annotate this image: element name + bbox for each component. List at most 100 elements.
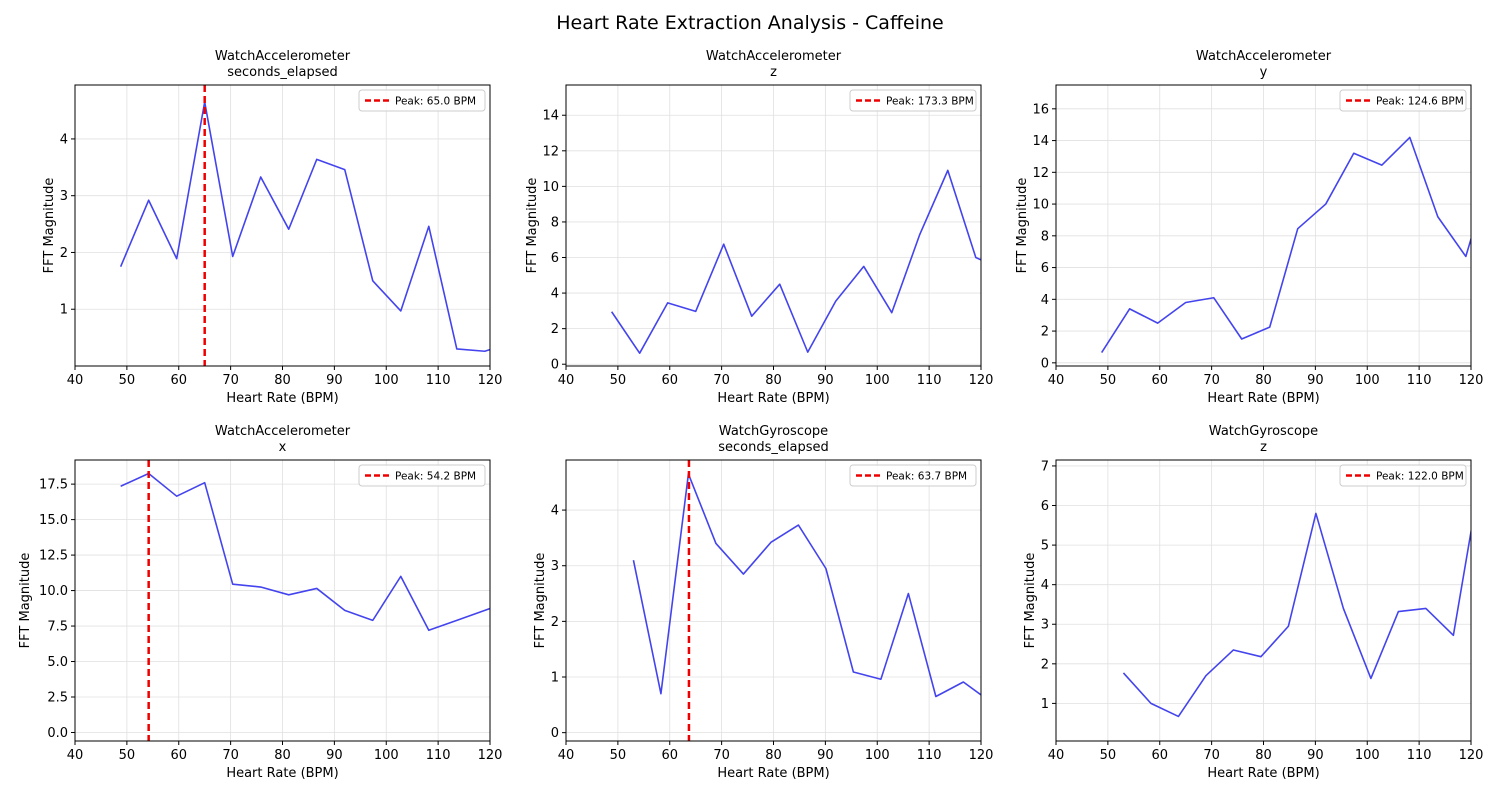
x-tick-label: 40 bbox=[1048, 748, 1065, 763]
y-tick-label: 7.5 bbox=[47, 620, 68, 635]
legend-label: Peak: 65.0 BPM bbox=[395, 96, 476, 108]
x-tick-label: 80 bbox=[765, 373, 782, 388]
series-line bbox=[632, 473, 981, 698]
x-tick-label: 50 bbox=[1100, 373, 1117, 388]
legend: Peak: 65.0 BPM bbox=[358, 89, 486, 112]
x-tick-label: 80 bbox=[274, 748, 291, 763]
subplot-4: 40 50 60 70 80 90 100 110 120 0.0 2.5 5.0 7.5 10.0 12.… bbox=[18, 424, 502, 781]
subplot-title-axis: z bbox=[1260, 440, 1267, 455]
y-tick-label: 10 bbox=[1032, 198, 1049, 213]
x-tick-label: 90 bbox=[1307, 373, 1324, 388]
x-axis-label: Heart Rate (BPM) bbox=[717, 766, 829, 781]
subplot-title-axis: seconds_elapsed bbox=[227, 65, 338, 80]
x-tick-label: 70 bbox=[222, 748, 239, 763]
y-tick-label: 2 bbox=[60, 246, 68, 261]
legend: Peak: 124.6 BPM bbox=[1339, 89, 1467, 112]
legend-label: Peak: 63.7 BPM bbox=[886, 471, 967, 483]
x-tick-label: 120 bbox=[969, 748, 994, 763]
subplot-1: 40 50 60 70 80 90 100 110 120 1 2 3 4 Heart Rate (BPM… bbox=[42, 49, 502, 406]
x-tick-label: 110 bbox=[917, 748, 942, 763]
x-tick-label: 120 bbox=[1459, 373, 1484, 388]
legend-label: Peak: 124.6 BPM bbox=[1376, 96, 1464, 108]
x-tick-label: 120 bbox=[969, 373, 994, 388]
x-tick-label: 110 bbox=[426, 373, 451, 388]
subplot-title-axis: x bbox=[279, 440, 287, 455]
y-tick-label: 15.0 bbox=[39, 513, 68, 528]
y-tick-label: 4 bbox=[551, 504, 559, 519]
y-axis-label: FFT Magnitude bbox=[1023, 553, 1038, 649]
subplot-title-sensor: WatchAccelerometer bbox=[215, 49, 351, 64]
subplot-2: 40 50 60 70 80 90 100 110 120 0 2 4 6 8 10 12 14 Heart Ra… bbox=[525, 49, 993, 406]
x-tick-label: 70 bbox=[222, 373, 239, 388]
y-tick-label: 1 bbox=[1041, 697, 1049, 712]
subplot-5: 40 50 60 70 80 90 100 110 120 0 1 2 3 4 Heart Rate (BP… bbox=[533, 424, 993, 781]
subplot-title-axis: seconds_elapsed bbox=[718, 440, 829, 455]
subplot-title-axis: y bbox=[1260, 65, 1268, 80]
y-axis-label: FFT Magnitude bbox=[1015, 178, 1030, 274]
x-tick-label: 100 bbox=[374, 373, 399, 388]
legend-box bbox=[358, 89, 486, 112]
x-tick-label: 100 bbox=[1355, 748, 1380, 763]
y-tick-label: 3 bbox=[1041, 618, 1049, 633]
y-tick-label: 4 bbox=[1041, 293, 1049, 308]
x-tick-label: 80 bbox=[765, 748, 782, 763]
y-tick-label: 5 bbox=[1041, 539, 1049, 554]
y-tick-label: 8 bbox=[1041, 229, 1049, 244]
subplot-3: 40 50 60 70 80 90 100 110 120 0 2 4 6 8 10 12 14 16 Heart … bbox=[1015, 49, 1483, 406]
x-tick-label: 80 bbox=[1255, 748, 1272, 763]
x-tick-label: 70 bbox=[1203, 748, 1220, 763]
x-tick-label: 60 bbox=[661, 373, 678, 388]
y-axis-label: FFT Magnitude bbox=[18, 553, 33, 649]
legend-label: Peak: 54.2 BPM bbox=[395, 471, 476, 483]
x-tick-label: 70 bbox=[1203, 373, 1220, 388]
y-tick-label: 10.0 bbox=[39, 584, 68, 599]
y-tick-label: 0 bbox=[551, 358, 559, 373]
x-tick-label: 100 bbox=[1355, 373, 1380, 388]
y-axis-label: FFT Magnitude bbox=[525, 178, 540, 274]
x-tick-label: 90 bbox=[1307, 748, 1324, 763]
x-tick-label: 90 bbox=[817, 748, 834, 763]
y-tick-label: 6 bbox=[1041, 499, 1049, 514]
x-tick-label: 60 bbox=[1151, 373, 1168, 388]
x-tick-label: 60 bbox=[1151, 748, 1168, 763]
x-tick-label: 60 bbox=[170, 748, 187, 763]
y-tick-label: 1 bbox=[551, 671, 559, 686]
subplot-title-sensor: WatchAccelerometer bbox=[215, 424, 351, 439]
series-line bbox=[1100, 136, 1471, 353]
legend-box bbox=[1339, 89, 1467, 112]
subplot-title-sensor: WatchAccelerometer bbox=[706, 49, 842, 64]
y-tick-label: 16 bbox=[1032, 102, 1049, 117]
legend: Peak: 63.7 BPM bbox=[849, 464, 977, 487]
y-tick-label: 2 bbox=[1041, 657, 1049, 672]
x-tick-label: 50 bbox=[610, 748, 627, 763]
y-tick-label: 2.5 bbox=[47, 691, 68, 706]
x-tick-label: 70 bbox=[713, 748, 730, 763]
series-line bbox=[610, 169, 981, 354]
y-tick-label: 12 bbox=[1032, 166, 1049, 181]
y-tick-label: 4 bbox=[60, 132, 68, 147]
y-tick-label: 17.5 bbox=[39, 478, 68, 493]
subplot-title-sensor: WatchAccelerometer bbox=[1196, 49, 1332, 64]
x-tick-label: 110 bbox=[1407, 373, 1432, 388]
subplot-title-axis: z bbox=[770, 65, 777, 80]
legend-box bbox=[1339, 464, 1467, 487]
subplot-title-sensor: WatchGyroscope bbox=[719, 424, 828, 439]
x-axis-label: Heart Rate (BPM) bbox=[226, 766, 338, 781]
legend-box bbox=[358, 464, 486, 487]
x-tick-label: 100 bbox=[865, 748, 890, 763]
x-tick-label: 120 bbox=[1459, 748, 1484, 763]
x-tick-label: 40 bbox=[558, 373, 575, 388]
y-tick-label: 4 bbox=[1041, 578, 1049, 593]
figure-title: Heart Rate Extraction Analysis - Caffein… bbox=[556, 12, 944, 34]
series-line bbox=[119, 101, 490, 353]
x-axis-label: Heart Rate (BPM) bbox=[717, 391, 829, 406]
y-tick-label: 12 bbox=[542, 144, 559, 159]
y-tick-label: 12.5 bbox=[39, 549, 68, 564]
x-tick-label: 90 bbox=[326, 748, 343, 763]
y-tick-label: 2 bbox=[551, 615, 559, 630]
legend: Peak: 54.2 BPM bbox=[358, 464, 486, 487]
y-tick-label: 6 bbox=[1041, 261, 1049, 276]
y-tick-label: 2 bbox=[1041, 325, 1049, 340]
x-tick-label: 50 bbox=[1100, 748, 1117, 763]
